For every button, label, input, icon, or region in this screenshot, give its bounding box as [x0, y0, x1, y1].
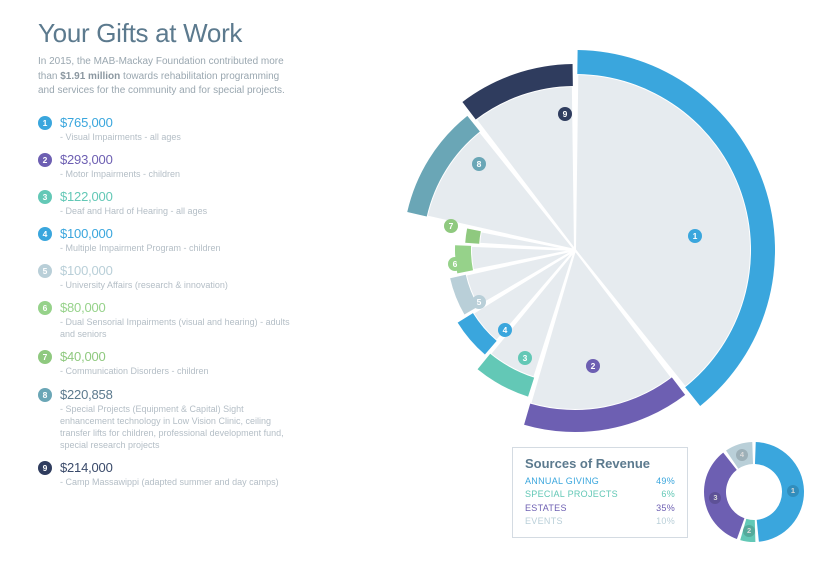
donut-badge-2: 2	[743, 525, 755, 537]
donut-badge-1: 1	[787, 485, 799, 497]
sources-row-4: EVENTS 10%	[525, 515, 675, 529]
legend-desc: - Dual Sensorial Impairments (visual and…	[60, 316, 290, 340]
sources-panel: Sources of Revenue ANNUAL GIVING49%SPECI…	[512, 440, 806, 544]
legend-desc: - Camp Massawippi (adapted summer and da…	[60, 476, 298, 488]
legend-item-7: 7 $40,000- Communication Disorders - chil…	[38, 349, 298, 377]
legend-item-6: 6 $80,000- Dual Sensorial Impairments (vi…	[38, 300, 298, 340]
legend-amount: $220,858	[60, 387, 113, 402]
sources-row-label: SPECIAL PROJECTS	[525, 488, 618, 502]
legend-list: 1 $765,000- Visual Impairments - all ages…	[38, 115, 298, 489]
chart-badge-6: 6	[448, 257, 462, 271]
legend-amount: $122,000	[60, 189, 113, 204]
legend-badge: 6	[38, 301, 52, 315]
intro-bold: $1.91 million	[60, 71, 120, 82]
legend-item-5: 5 $100,000- University Affairs (research …	[38, 263, 298, 291]
chart-badge-5: 5	[472, 295, 486, 309]
sources-rows: ANNUAL GIVING49%SPECIAL PROJECTS6%ESTATE…	[525, 475, 675, 529]
legend-desc: - University Affairs (research & innovat…	[60, 279, 298, 291]
legend-item-2: 2 $293,000- Motor Impairments - children	[38, 152, 298, 180]
legend-badge: 2	[38, 153, 52, 167]
legend-desc: - Visual Impairments - all ages	[60, 131, 298, 143]
sources-title: Sources of Revenue	[525, 456, 675, 471]
sources-row-label: ANNUAL GIVING	[525, 475, 599, 489]
donut-badge-4: 4	[736, 449, 748, 461]
legend-badge: 3	[38, 190, 52, 204]
legend-desc: - Communication Disorders - children	[60, 365, 298, 377]
chart-badge-8: 8	[472, 157, 486, 171]
chart-badge-9: 9	[558, 107, 572, 121]
chart-badge-1: 1	[688, 229, 702, 243]
legend-item-1: 1 $765,000- Visual Impairments - all ages	[38, 115, 298, 143]
legend-desc: - Special Projects (Equipment & Capital)…	[60, 403, 290, 452]
sources-row-label: EVENTS	[525, 515, 563, 529]
legend-badge: 4	[38, 227, 52, 241]
legend-badge: 8	[38, 388, 52, 402]
main-polar-chart: 123456789	[355, 30, 795, 470]
sources-row-3: ESTATES 35%	[525, 502, 675, 516]
legend-item-3: 3 $122,000- Deaf and Hard of Hearing - al…	[38, 189, 298, 217]
sources-row-pct: 10%	[656, 515, 675, 529]
legend-amount: $293,000	[60, 152, 113, 167]
chart-badge-3: 3	[518, 351, 532, 365]
sources-row-pct: 6%	[661, 488, 675, 502]
legend-amount: $765,000	[60, 115, 113, 130]
sources-row-label: ESTATES	[525, 502, 567, 516]
legend-badge: 9	[38, 461, 52, 475]
sources-row-pct: 49%	[656, 475, 675, 489]
legend-amount: $214,000	[60, 460, 113, 475]
legend-item-4: 4 $100,000- Multiple Impairment Program -…	[38, 226, 298, 254]
sources-row-1: ANNUAL GIVING 49%	[525, 475, 675, 489]
legend-desc: - Deaf and Hard of Hearing - all ages	[60, 205, 298, 217]
chart-badge-2: 2	[586, 359, 600, 373]
legend-amount: $100,000	[60, 226, 113, 241]
slice-ring-7	[465, 229, 481, 244]
sources-row-pct: 35%	[656, 502, 675, 516]
sources-donut: 1234	[702, 440, 806, 544]
sources-row-2: SPECIAL PROJECTS 6%	[525, 488, 675, 502]
chart-badge-7: 7	[444, 219, 458, 233]
legend-badge: 7	[38, 350, 52, 364]
legend-item-8: 8 $220,858- Special Projects (Equipment &…	[38, 387, 298, 452]
legend-amount: $80,000	[60, 300, 106, 315]
legend-amount: $40,000	[60, 349, 106, 364]
intro-text: In 2015, the MAB-Mackay Foundation contr…	[38, 55, 298, 99]
legend-desc: - Motor Impairments - children	[60, 168, 298, 180]
chart-badge-4: 4	[498, 323, 512, 337]
legend-badge: 5	[38, 264, 52, 278]
sources-box: Sources of Revenue ANNUAL GIVING49%SPECI…	[512, 447, 688, 538]
main-chart-svg	[355, 30, 795, 470]
legend-badge: 1	[38, 116, 52, 130]
legend-amount: $100,000	[60, 263, 113, 278]
legend-item-9: 9 $214,000- Camp Massawippi (adapted summ…	[38, 460, 298, 488]
legend-desc: - Multiple Impairment Program - children	[60, 242, 298, 254]
